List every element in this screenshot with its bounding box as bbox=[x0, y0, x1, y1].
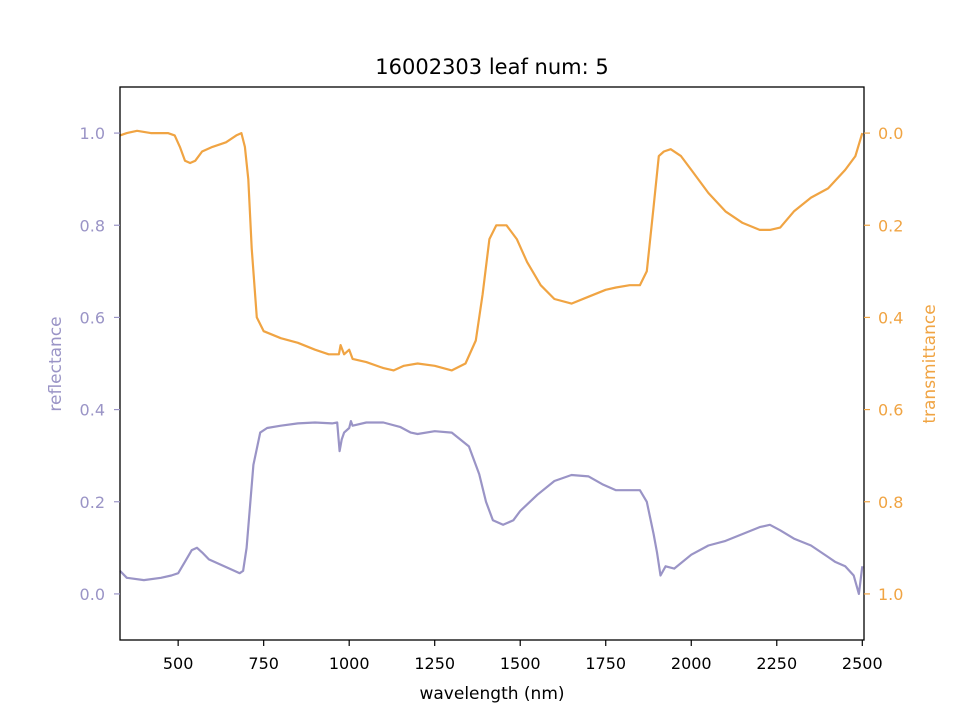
plot-frame bbox=[119, 86, 865, 641]
transmittance-line bbox=[119, 129, 864, 372]
x-tick-label: 2000 bbox=[671, 654, 712, 673]
y-tick-label-left: 0.4 bbox=[80, 401, 105, 420]
y-tick-label-left: 0.6 bbox=[80, 308, 105, 327]
y-axis-label-right: transmittance bbox=[920, 304, 940, 423]
x-tick-label: 1750 bbox=[585, 654, 626, 673]
y-tick-label-right: 0.2 bbox=[878, 216, 903, 235]
y-tick-label-left: 0.0 bbox=[80, 585, 105, 604]
x-tick-label: 750 bbox=[248, 654, 279, 673]
x-tick-label: 2500 bbox=[842, 654, 883, 673]
y-tick-label-left: 1.0 bbox=[80, 124, 105, 143]
x-tick-label: 500 bbox=[163, 654, 194, 673]
y-tick-label-right: 0.6 bbox=[878, 401, 903, 420]
y-tick-label-left: 0.2 bbox=[80, 493, 105, 512]
y-tick-label-right: 0.8 bbox=[878, 493, 903, 512]
y-axis-label-left: reflectance bbox=[46, 316, 66, 411]
axes-group: 500 750 1000 1250 1500 1750 2000 2250 2500 0.0 0.2… bbox=[80, 124, 904, 673]
chart-marks bbox=[119, 129, 864, 595]
x-tick-label: 1250 bbox=[414, 654, 455, 673]
y-tick-label-left: 0.8 bbox=[80, 216, 105, 235]
y-tick-label-right: 1.0 bbox=[878, 585, 903, 604]
y-tick-label-right: 0.0 bbox=[878, 124, 903, 143]
x-tick-label: 1500 bbox=[500, 654, 541, 673]
reflectance-line bbox=[119, 420, 864, 595]
chart-title: 16002303 leaf num: 5 bbox=[375, 55, 608, 79]
x-axis-label: wavelength (nm) bbox=[419, 684, 564, 704]
x-tick-label: 1000 bbox=[329, 654, 370, 673]
y-tick-label-right: 0.4 bbox=[878, 308, 903, 327]
x-tick-label: 2250 bbox=[756, 654, 797, 673]
